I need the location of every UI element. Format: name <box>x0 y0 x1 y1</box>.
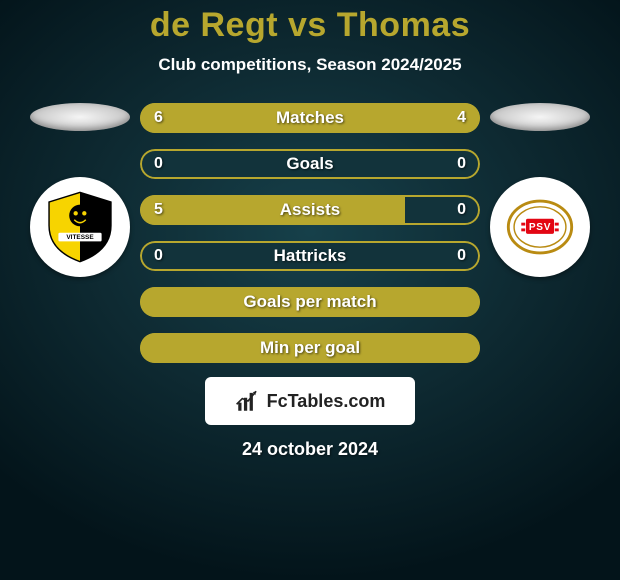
card-content: de Regt vs Thomas Club competitions, Sea… <box>0 0 620 580</box>
stat-label: Assists <box>140 195 480 225</box>
stat-bar: Goals per match <box>140 287 480 317</box>
stat-bar: 64Matches <box>140 103 480 133</box>
stat-label: Goals <box>140 149 480 179</box>
stat-bar: 50Assists <box>140 195 480 225</box>
brand-badge: FcTables.com <box>205 377 415 425</box>
stat-label: Hattricks <box>140 241 480 271</box>
club-crest-left: VITESSE <box>30 177 130 277</box>
stat-bar: 00Goals <box>140 149 480 179</box>
svg-text:VITESSE: VITESSE <box>66 234 94 241</box>
footer-date: 24 october 2024 <box>242 439 378 460</box>
stat-label: Goals per match <box>140 287 480 317</box>
brand-text: FcTables.com <box>267 391 386 412</box>
player-right-silhouette <box>490 103 590 131</box>
vitesse-crest-icon: VITESSE <box>44 191 116 263</box>
stat-bar: Min per goal <box>140 333 480 363</box>
stat-label: Matches <box>140 103 480 133</box>
player-left-col: VITESSE <box>20 103 140 277</box>
club-crest-right: PSV <box>490 177 590 277</box>
page-subtitle: Club competitions, Season 2024/2025 <box>158 55 461 75</box>
stat-label: Min per goal <box>140 333 480 363</box>
player-left-silhouette <box>30 103 130 131</box>
player-right-col: PSV <box>480 103 600 277</box>
svg-text:PSV: PSV <box>529 222 551 233</box>
main-row: VITESSE 64Matches 00Goals 50Assists 00Hattr… <box>0 103 620 363</box>
page-title: de Regt vs Thomas <box>150 6 470 45</box>
stat-bars: 64Matches 00Goals 50Assists 00Hattricks Goal… <box>140 103 480 363</box>
brand-chart-icon <box>235 388 261 414</box>
psv-crest-icon: PSV <box>504 191 576 263</box>
stat-bar: 00Hattricks <box>140 241 480 271</box>
